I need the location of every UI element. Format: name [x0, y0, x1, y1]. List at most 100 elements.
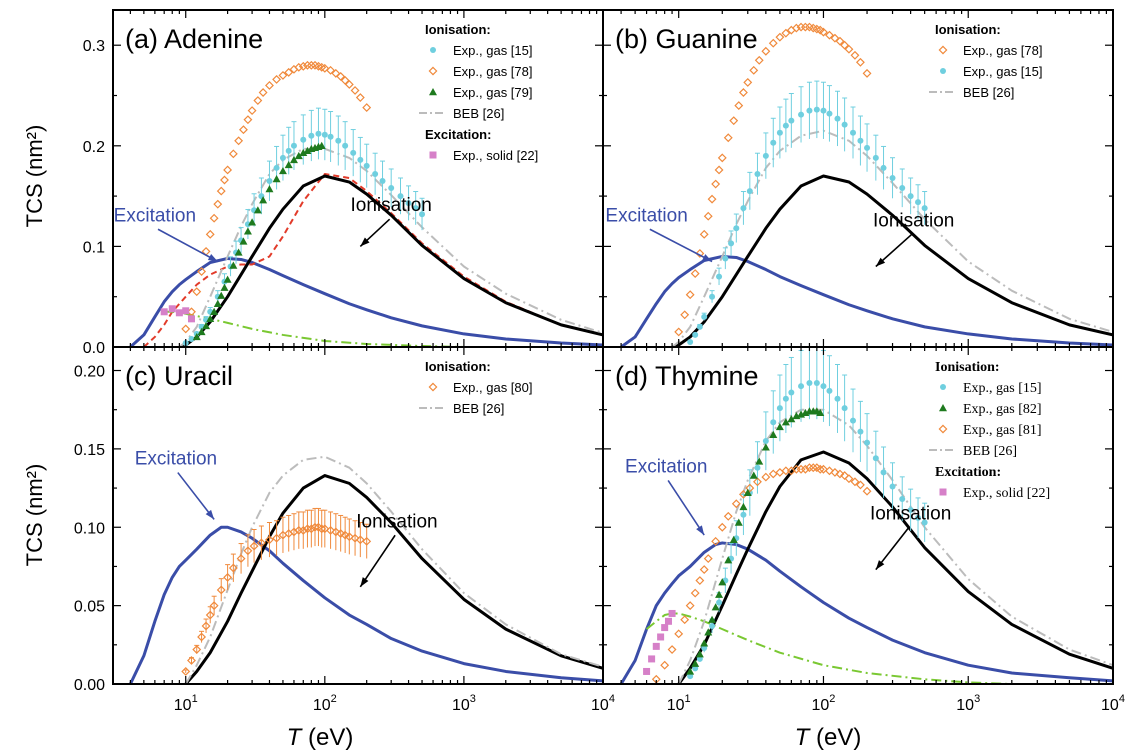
point-exp15 [388, 185, 395, 192]
series-beb [184, 455, 603, 684]
series-ionisation [184, 474, 603, 684]
point-exp15 [864, 439, 871, 446]
point-exp15 [770, 419, 777, 426]
annotation-label: Excitation [605, 205, 687, 226]
point-exp78 [699, 229, 709, 239]
point-exp15 [701, 644, 708, 651]
point-exp78 [717, 153, 727, 163]
panel-d-ticks: 101 102 103 104 [602, 347, 1125, 714]
point-exp78 [800, 464, 810, 474]
point-exp78 [247, 106, 257, 116]
point-exp78 [336, 529, 346, 538]
point-exp78 [306, 60, 316, 70]
point-exp78 [302, 524, 312, 534]
point-exp15 [820, 107, 827, 114]
point-exp79 [718, 578, 727, 586]
series-excitation [129, 256, 603, 347]
point-exp78 [844, 474, 854, 484]
legend-label: Exp., solid [22] [963, 486, 1050, 501]
legend-heading: Ionisation: [425, 359, 491, 374]
panel-d-frame [602, 346, 1114, 685]
point-exp15 [357, 156, 364, 163]
point-exp15 [692, 331, 699, 338]
point-exp15 [782, 122, 789, 129]
point-exp78 [862, 68, 872, 78]
y-tick-label: 0.10 [74, 520, 105, 537]
point-exp15 [880, 469, 887, 476]
point-exp78 [791, 23, 801, 33]
point-solid22 [182, 307, 190, 315]
point-exp79 [299, 148, 308, 157]
point-exp78 [220, 175, 229, 185]
point-exp79 [284, 160, 293, 169]
point-exp15 [419, 211, 426, 218]
point-exp78 [197, 267, 207, 277]
point-exp78 [749, 65, 759, 75]
point-exp15 [841, 405, 848, 412]
point-exp78 [699, 565, 709, 575]
point-exp15 [864, 144, 871, 151]
point-exp78 [711, 536, 721, 546]
point-exp78 [690, 588, 700, 598]
point-exp78 [243, 115, 253, 125]
point-exp78 [674, 629, 684, 639]
annotation-label: Ionisation [870, 503, 951, 524]
annotation-arrow [157, 228, 219, 263]
legend-marker [938, 424, 948, 434]
point-solid22 [652, 642, 660, 650]
y-tick-label: 0.3 [83, 38, 105, 55]
point-exp78 [707, 194, 717, 204]
point-exp78 [685, 601, 695, 611]
point-exp78 [326, 65, 336, 75]
point-exp15 [857, 137, 864, 144]
point-exp78 [336, 71, 346, 81]
point-exp79 [259, 196, 268, 204]
point-exp78 [228, 563, 238, 573]
legend-marker [428, 382, 438, 392]
point-exp79 [210, 307, 219, 315]
point-exp78 [768, 469, 778, 479]
point-exp79 [724, 556, 733, 564]
legend-label: BEB [26] [453, 401, 504, 416]
annotation-arrowhead [360, 577, 369, 587]
point-exp15 [915, 514, 922, 521]
point-exp15 [405, 200, 412, 207]
point-exp15 [315, 130, 322, 137]
legend-heading: Ionisation: [935, 360, 1000, 375]
annotation-arrowhead [875, 257, 886, 267]
point-exp79 [715, 590, 724, 598]
point-exp15 [692, 665, 699, 672]
annotation-arrow [649, 228, 713, 263]
point-exp78 [243, 546, 253, 556]
point-exp78 [835, 469, 845, 479]
point-exp78 [213, 199, 223, 209]
point-exp15 [872, 455, 879, 462]
panel-a-plot: 0.0 0.1 0.2 0.3 Excitation Ionisation Ionisati… [83, 10, 604, 357]
point-exp79 [739, 502, 748, 511]
point-exp78 [729, 116, 739, 126]
point-exp78 [761, 472, 771, 482]
point-exp78 [205, 229, 215, 239]
point-exp15 [889, 174, 896, 181]
y-axis-label-top: TCS (nm²) [22, 125, 47, 228]
point-exp78 [340, 75, 350, 85]
point-exp78 [844, 44, 854, 54]
point-exp78 [815, 464, 825, 474]
point-exp78 [362, 536, 372, 546]
x-tick-label: 104 [1101, 693, 1125, 714]
annotation-label: Ionisation [356, 511, 437, 532]
point-exp78 [249, 541, 259, 551]
legend-heading: Ionisation: [935, 22, 1001, 37]
point-exp15 [834, 395, 841, 402]
point-exp78 [703, 554, 713, 564]
y-tick-label: 0.15 [74, 442, 105, 459]
y-tick-label: 0.20 [74, 364, 105, 381]
point-exp78 [723, 511, 733, 521]
panel-d: 101 102 103 104ExcitationIonisationIonisati… [602, 346, 1125, 714]
annotation-label: Excitation [135, 449, 217, 470]
x-axis-label-right: T (eV) [795, 724, 862, 751]
point-exp78 [819, 27, 828, 37]
point-exp79 [781, 418, 790, 426]
legend-label: Exp., gas [81] [963, 423, 1042, 438]
series-beb [178, 147, 603, 347]
